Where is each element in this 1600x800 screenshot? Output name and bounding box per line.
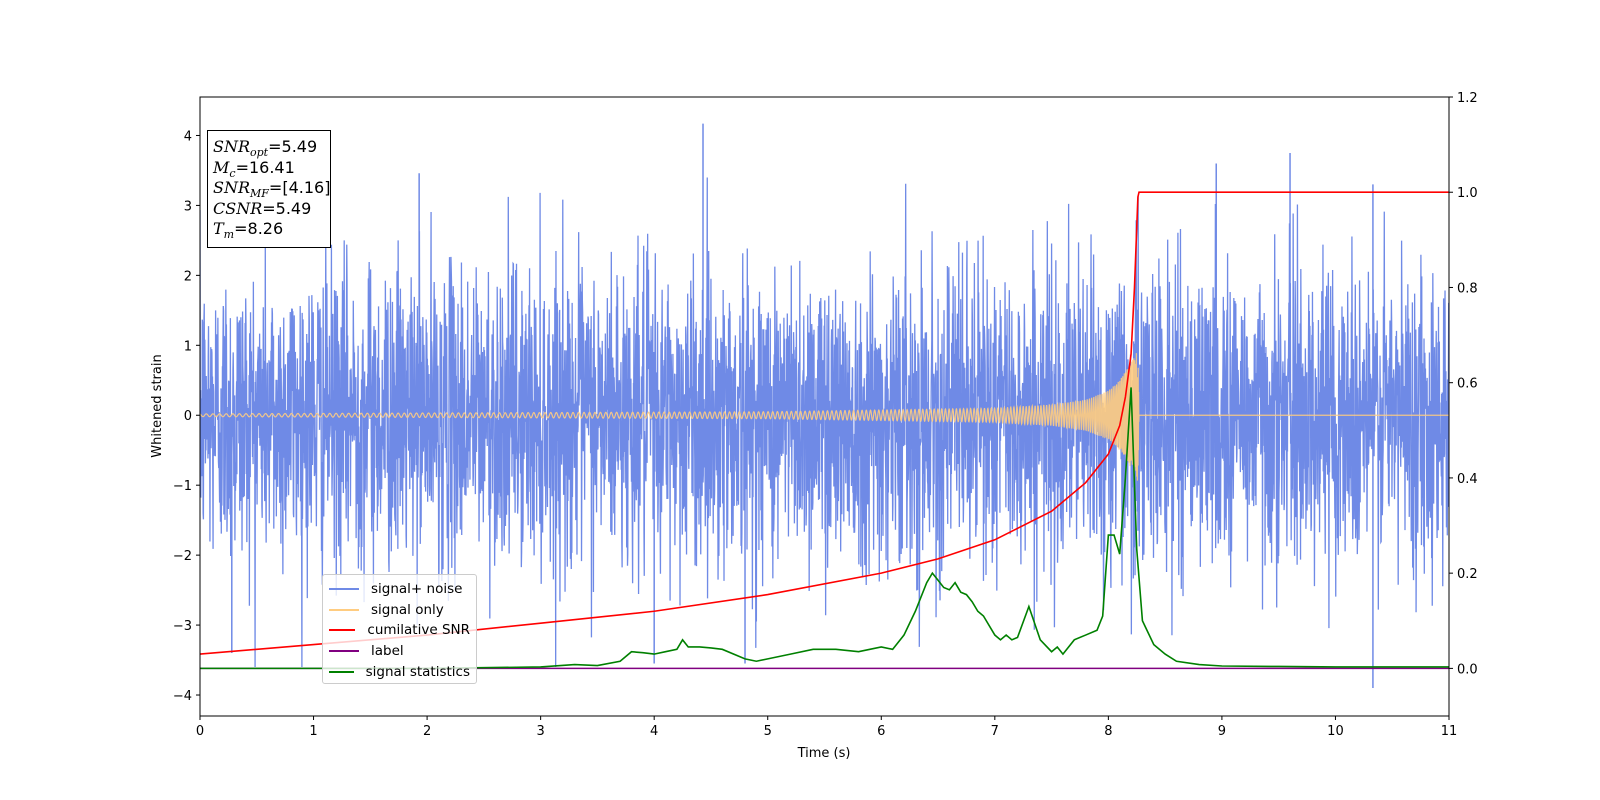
x-axis-label: Time (s) [797, 746, 851, 761]
y-axis-label: Whitened strain [150, 354, 165, 457]
legend-item-label: label [329, 641, 470, 662]
chirp-mass-line: Mc=16.41 [213, 157, 295, 180]
merger-time-line: Tm=8.26 [213, 219, 284, 242]
y-tick-label: −1 [173, 479, 192, 494]
plot-frame [199, 96, 1450, 717]
y2-tick-label: 0.6 [1457, 377, 1478, 392]
y-tick-label: −4 [173, 689, 192, 704]
y2-tick-label: 0.4 [1457, 472, 1478, 487]
x-axis: 0 1 2 3 4 5 6 7 8 9 10 11 [196, 716, 1457, 739]
y-tick-label: 3 [184, 199, 192, 214]
x-tick-label: 5 [764, 724, 772, 739]
legend: signal+ noise signal only cumilative SNR… [322, 574, 477, 684]
x-tick-label: 2 [423, 724, 431, 739]
y2-tick-label: 0.8 [1457, 281, 1478, 296]
y-tick-label: 1 [184, 339, 192, 354]
legend-item-signal-only: signal only [329, 600, 470, 621]
legend-item-cumulative-snr: cumilative SNR [329, 620, 470, 641]
x-tick-label: 1 [309, 724, 317, 739]
x-tick-label: 4 [650, 724, 658, 739]
y-axis-left: 4 3 2 1 0 −1 −2 −3 −4 [173, 129, 200, 704]
series-signal-only [200, 353, 1449, 481]
y-tick-label: −2 [173, 549, 192, 564]
x-tick-label: 11 [1441, 724, 1458, 739]
x-tick-label: 6 [877, 724, 885, 739]
series-signal-statistics [200, 387, 1449, 670]
y2-tick-label: 1.0 [1457, 186, 1478, 201]
snr-mf-line: SNRMF=[4.16] [213, 178, 331, 201]
x-tick-label: 9 [1218, 724, 1226, 739]
legend-swatch [329, 650, 359, 653]
y2-tick-label: 1.2 [1457, 91, 1478, 106]
x-tick-label: 7 [991, 724, 999, 739]
y-tick-label: 0 [184, 409, 192, 424]
series-cumilative-snr [200, 191, 1449, 655]
y-tick-label: 4 [184, 129, 192, 144]
x-tick-label: 3 [536, 724, 544, 739]
legend-item-signal-statistics: signal statistics [329, 661, 470, 682]
x-tick-label: 0 [196, 724, 204, 739]
y-axis-right: 1.2 1.0 0.8 0.6 0.4 0.2 0.0 [1449, 91, 1478, 677]
legend-swatch [329, 588, 359, 591]
legend-item-signal-noise: signal+ noise [329, 579, 470, 600]
legend-swatch [329, 629, 356, 632]
y-tick-label: −3 [173, 619, 192, 634]
legend-swatch [329, 670, 354, 673]
legend-swatch [329, 608, 359, 611]
snr-opt-line: SNRopt=5.49 [213, 137, 318, 160]
y-tick-label: 2 [184, 269, 192, 284]
y2-tick-label: 0.2 [1457, 567, 1478, 582]
y2-tick-label: 0.0 [1457, 662, 1478, 677]
csnr-line: CSNR=5.49 [213, 198, 312, 218]
x-tick-label: 8 [1104, 724, 1112, 739]
x-tick-label: 10 [1327, 724, 1344, 739]
parameter-info-box: SNRopt=5.49 Mc=16.41 SNRMF=[4.16] CSNR=5… [207, 130, 331, 248]
